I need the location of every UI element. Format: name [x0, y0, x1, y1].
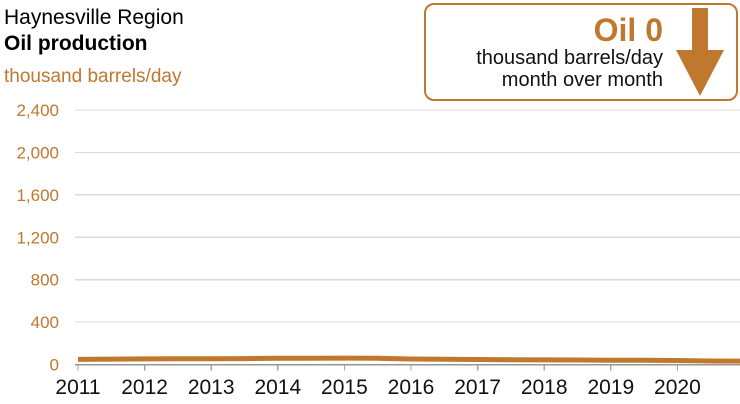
y-axis-units-label: thousand barrels/day: [4, 66, 182, 87]
month-over-month-callout: Oil 0 thousand barrels/day month over mo…: [424, 3, 738, 101]
y-axis-tick-label: 2,400: [16, 101, 59, 120]
x-axis-tick-label: 2019: [587, 376, 634, 399]
y-axis-tick-label: 1,600: [16, 186, 59, 205]
x-axis-tick-label: 2016: [388, 376, 435, 399]
x-axis-tick-label: 2020: [654, 376, 701, 399]
callout-units: thousand barrels/day: [476, 46, 663, 69]
x-axis-tick-label: 2014: [254, 376, 301, 399]
callout-text: Oil 0 thousand barrels/day month over mo…: [476, 11, 663, 91]
callout-period: month over month: [501, 68, 663, 91]
chart-title: Oil production: [4, 32, 148, 55]
y-axis-tick-label: 800: [31, 271, 59, 290]
arrow-down-icon: [676, 8, 724, 96]
x-axis-tick-label: 2015: [321, 376, 368, 399]
x-axis-tick-label: 2018: [521, 376, 568, 399]
callout-headline: Oil 0: [593, 11, 663, 48]
x-axis-tick-label: 2012: [121, 376, 168, 399]
chart-header: Haynesville Region Oil production thousa…: [4, 5, 184, 88]
y-axis-tick-label: 1,200: [16, 228, 59, 247]
y-axis-tick-label: 0: [50, 356, 59, 375]
region-title: Haynesville Region: [4, 6, 184, 29]
y-axis-tick-label: 400: [31, 313, 59, 332]
y-axis-tick-label: 2,000: [16, 143, 59, 162]
x-axis-tick-label: 2017: [454, 376, 501, 399]
x-axis-tick-label: 2011: [55, 376, 100, 399]
x-axis-tick-label: 2013: [188, 376, 235, 399]
oil-production-line: [77, 355, 740, 364]
